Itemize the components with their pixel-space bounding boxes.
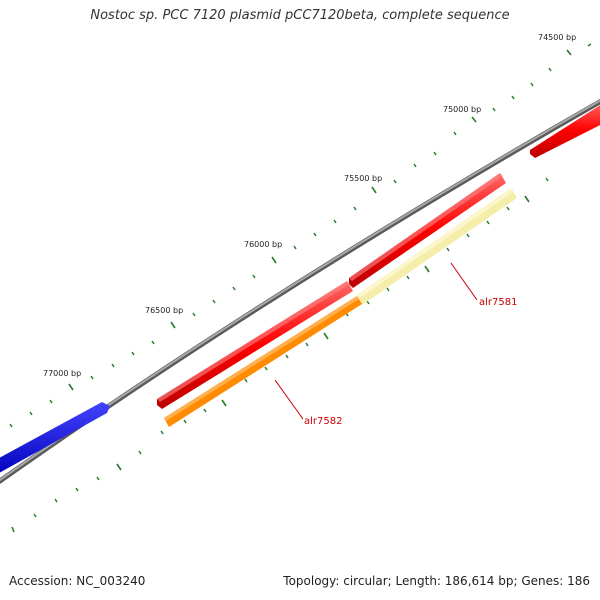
forward-feature-right-edge[interactable] [530, 102, 600, 158]
reverse-feature-blue[interactable] [0, 402, 110, 478]
gene-label-leader-alr7582 [274, 379, 304, 420]
inner-tick-ring [11, 177, 549, 533]
gene-alr7581-feature[interactable] [357, 188, 517, 305]
plasmid-backbone [0, 98, 600, 485]
gene-label-leader-alr7581 [450, 262, 478, 301]
forward-feature-alr7581-red[interactable] [349, 173, 506, 288]
map-title: Nostoc sp. PCC 7120 plasmid pCC7120beta,… [90, 8, 510, 23]
tick-label: 76000 bp [244, 240, 282, 249]
accession-label: Accession: NC_003240 [9, 574, 146, 588]
forward-feature-alr7582-red[interactable] [157, 281, 353, 409]
tick-label: 77000 bp [43, 369, 81, 378]
outer-tick-ring [9, 43, 592, 428]
gene-label-alr7581[interactable]: alr7581 [479, 297, 517, 308]
tick-label: 75500 bp [344, 174, 382, 183]
tick-label: 74500 bp [538, 33, 576, 42]
map-summary-label: Topology: circular; Length: 186,614 bp; … [283, 574, 590, 588]
tick-label: 75000 bp [443, 105, 481, 114]
gene-label-alr7582[interactable]: alr7582 [304, 416, 342, 427]
tick-label: 76500 bp [145, 306, 183, 315]
gene-alr7582-feature[interactable] [164, 296, 362, 427]
